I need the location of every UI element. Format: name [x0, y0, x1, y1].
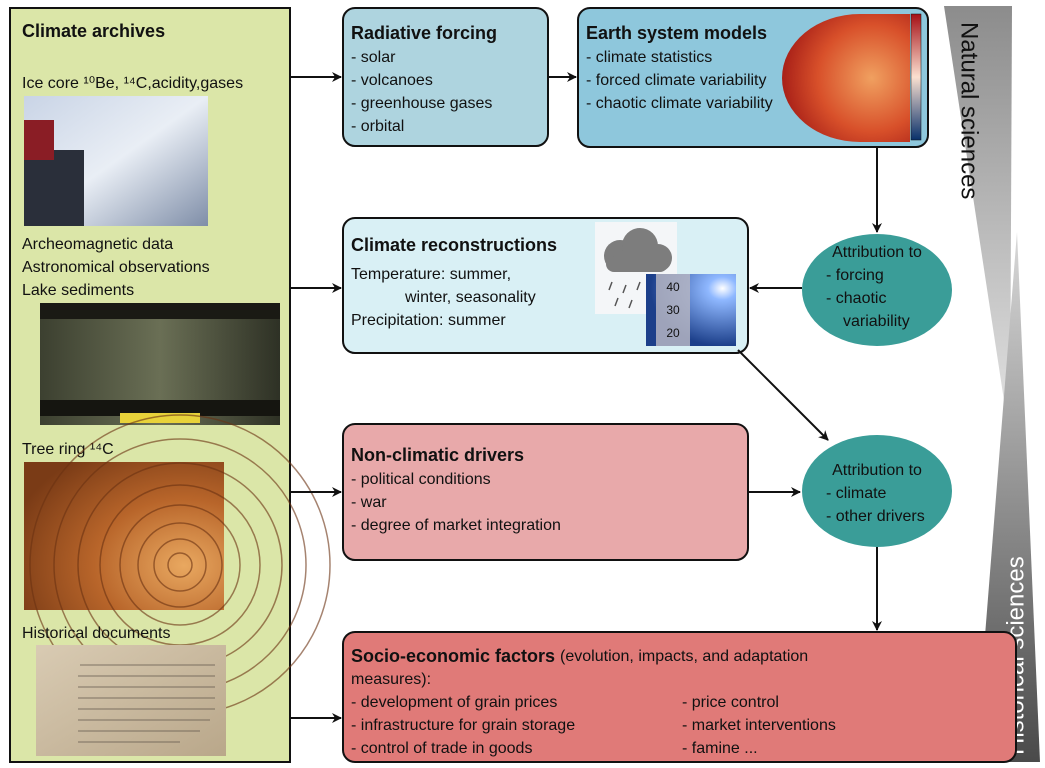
thermometer-label: 40 [666, 280, 680, 294]
arrows [290, 72, 882, 723]
box-title: Socio-economic factors (evolution, impact… [351, 646, 808, 666]
box-item: - orbital [351, 118, 404, 135]
box-item: - degree of market integration [351, 517, 561, 534]
box-line: winter, seasonality [404, 289, 536, 306]
lake-band [40, 303, 280, 319]
thermometer [656, 274, 690, 346]
ellipse-item: - other drivers [826, 508, 925, 525]
archive-item: Tree ring ¹⁴C [22, 441, 114, 458]
box-line: Temperature: summer, [351, 266, 511, 283]
box-item: - greenhouse gases [351, 95, 492, 112]
cloud [604, 228, 672, 272]
natural-label: Natural sciences [956, 22, 983, 199]
arrow [737, 349, 829, 441]
natural-triangle [944, 6, 1012, 440]
box-item: - volcanoes [351, 72, 433, 89]
archive-item: Astronomical observations [22, 259, 210, 276]
attribution-climate-ellipse [802, 435, 952, 547]
box-item: - control of trade in goods [351, 740, 532, 757]
box-item: - famine ... [682, 740, 758, 757]
ellipse-title: Attribution to [832, 244, 922, 261]
box-item: - chaotic climate variability [586, 95, 773, 112]
historical-triangle [975, 232, 1040, 762]
box-line: Precipitation: summer [351, 312, 506, 329]
box-item: - infrastructure for grain storage [351, 717, 575, 734]
box-note: measures): [351, 671, 431, 688]
ellipse-title: Attribution to [832, 462, 922, 479]
box-title: Climate reconstructions [351, 235, 557, 255]
box-item: - solar [351, 49, 396, 66]
ice-glove [24, 150, 84, 226]
document-script [78, 664, 215, 743]
colorbar [910, 13, 922, 141]
document-image [36, 645, 226, 756]
thermometer-label: 20 [666, 326, 680, 340]
box-item: - forced climate variability [586, 72, 767, 89]
attribution-forcing-ellipse [802, 234, 952, 346]
box-item: - development of grain prices [351, 694, 557, 711]
lake-ruler [120, 413, 200, 423]
archive-item: Lake sediments [22, 282, 134, 299]
ellipse-item: - forcing [826, 267, 884, 284]
box-note: (evolution, impacts, and adaptation [560, 648, 808, 665]
socio-economic-box [342, 631, 1017, 763]
archive-item: Archeomagnetic data [22, 236, 173, 253]
tree-rings [29, 414, 331, 716]
ellipse-item: - chaotic [826, 290, 886, 307]
box-item: - climate statistics [586, 49, 712, 66]
box-item: - war [351, 494, 387, 511]
box-title-bold: Socio-economic factors [351, 646, 555, 666]
archives-title: Climate archives [22, 21, 165, 41]
box-title: Earth system models [586, 23, 767, 43]
ellipse-item: - climate [826, 485, 887, 502]
box-title: Non-climatic drivers [351, 445, 524, 465]
box-item: - political conditions [351, 471, 491, 488]
box-item: - market interventions [682, 717, 836, 734]
lake-band [40, 400, 280, 416]
thermometer-label: 30 [666, 303, 680, 317]
globe-image [782, 14, 910, 142]
ice-sleeve [24, 120, 54, 160]
archive-item: Historical documents [22, 625, 171, 642]
archive-item: Ice core ¹⁰Be, ¹⁴C,acidity,gases [22, 75, 243, 92]
box-item: - price control [682, 694, 779, 711]
box-title: Radiative forcing [351, 23, 497, 43]
ellipse-item: variability [843, 313, 910, 330]
